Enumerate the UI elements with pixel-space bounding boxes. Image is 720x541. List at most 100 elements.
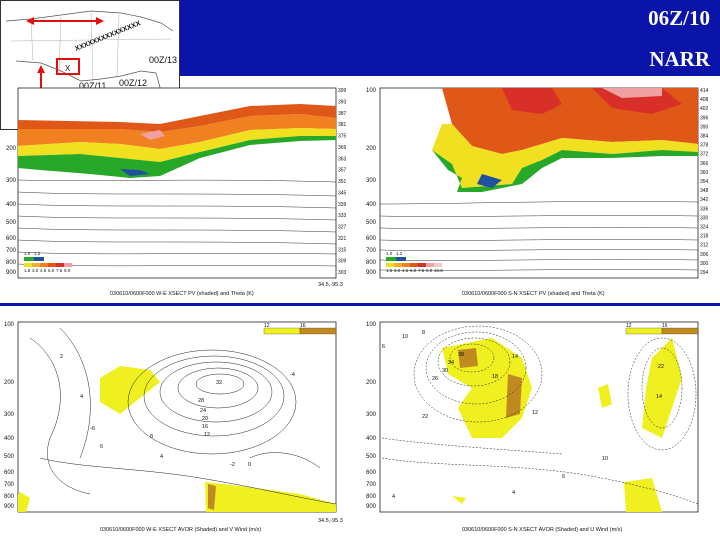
corner-label: 34.5,-95.3 xyxy=(318,282,343,288)
theta-label: 318 xyxy=(700,234,709,240)
svg-text:0: 0 xyxy=(248,462,251,468)
svg-text:100: 100 xyxy=(366,88,377,94)
theta-label: 321 xyxy=(338,236,347,242)
theta-label: 381 xyxy=(338,122,347,128)
legend-swatch xyxy=(661,327,699,335)
svg-text:500: 500 xyxy=(366,220,377,226)
contour-labels: 32 28 24 20 16 12 8 4 0 -2 -4 -6 2 4 6 xyxy=(60,354,295,468)
avor-yellow-2 xyxy=(205,482,336,512)
theta-right-labels: 414 408 402 396 390 384 378 372 366 360 354 348 342 3… xyxy=(700,88,709,276)
xsect-box-label: X xyxy=(65,64,71,73)
legend-label: 1.2 xyxy=(396,251,403,256)
theta-label: 342 xyxy=(700,197,709,203)
svg-text:500: 500 xyxy=(6,220,17,226)
separator xyxy=(0,303,720,306)
svg-text:400: 400 xyxy=(366,202,377,208)
label-00z12: 00Z/12 xyxy=(119,78,147,88)
svg-text:300: 300 xyxy=(4,412,15,418)
svg-text:800: 800 xyxy=(4,494,15,500)
legend-label: 12 xyxy=(264,323,270,329)
legend-swatch xyxy=(34,257,44,261)
svg-text:600: 600 xyxy=(6,236,17,242)
legend-swatch xyxy=(386,257,396,261)
pv-legend: 1.0 1.2 1.5 3.0 4.5 6.0 7.5 9.0 xyxy=(24,251,72,273)
svg-text:400: 400 xyxy=(4,436,15,442)
svg-text:22: 22 xyxy=(658,364,664,370)
pv-blue-patch xyxy=(120,169,150,176)
legend-label: 3.0 xyxy=(32,268,39,273)
legend-swatch xyxy=(394,263,402,267)
theta-label: 303 xyxy=(338,270,347,276)
panel-top-right-svg: 100 200 300 400 500 600 700 800 900 4144… xyxy=(366,87,709,297)
legend-label: 9.0 xyxy=(64,268,71,273)
legend-label: 12 xyxy=(626,323,632,329)
legend-swatch xyxy=(386,263,394,267)
panel-top-right: 100 200 300 400 500 600 700 800 900 414 4… xyxy=(362,84,720,300)
legend-swatch xyxy=(24,257,34,261)
theta-label: 327 xyxy=(338,225,347,231)
chart-caption: 030610/0600F000 W-E XSECT PV (shaded) an… xyxy=(110,291,254,297)
theta-label: 384 xyxy=(700,134,709,140)
svg-text:200: 200 xyxy=(6,146,17,152)
theta-right-labels: 399 393 387 381 375 369 363 357 351 345 339 333 327 3… xyxy=(338,88,347,276)
svg-text:10: 10 xyxy=(602,456,608,462)
theta-label: 348 xyxy=(700,188,709,194)
legend-label: 6.0 xyxy=(410,268,417,273)
avor-yellow-3 xyxy=(18,492,30,512)
theta-label: 387 xyxy=(338,111,347,117)
theta-label: 372 xyxy=(700,152,709,158)
svg-text:32: 32 xyxy=(216,380,222,386)
svg-text:700: 700 xyxy=(4,482,15,488)
avor-yellow-4 xyxy=(624,478,662,512)
avor-brown-1 xyxy=(458,348,478,368)
legend-swatch xyxy=(402,263,410,267)
panel-bottom-right-svg: 38 34 30 26 22 18 14 12 10 8 6 4 22 14 1… xyxy=(366,321,699,533)
pv-pink-patch xyxy=(140,130,165,140)
pv-green-region xyxy=(432,150,698,192)
legend-label: 1.0 xyxy=(24,251,31,256)
svg-text:600: 600 xyxy=(366,236,377,242)
avor-legend: 12 16 xyxy=(625,323,699,335)
legend-swatch xyxy=(396,257,406,261)
svg-text:30: 30 xyxy=(442,368,448,374)
legend-swatch xyxy=(32,263,40,267)
svg-text:800: 800 xyxy=(366,494,377,500)
svg-text:8: 8 xyxy=(150,434,153,440)
legend-label: 1.2 xyxy=(34,251,41,256)
legend-swatch xyxy=(426,263,434,267)
pv-red-band xyxy=(18,104,336,132)
legend-swatch xyxy=(24,263,32,267)
theta-label: 336 xyxy=(700,206,709,212)
svg-text:6: 6 xyxy=(562,474,565,480)
theta-label: 396 xyxy=(700,115,709,121)
legend-swatch xyxy=(40,263,48,267)
legend-label: 7.5 xyxy=(418,268,425,273)
legend-label: 4.5 xyxy=(40,268,47,273)
xsect-box xyxy=(56,58,80,75)
svg-text:900: 900 xyxy=(6,270,17,276)
svg-text:34: 34 xyxy=(448,360,454,366)
svg-text:26: 26 xyxy=(432,376,438,382)
state-lines xyxy=(10,12,172,94)
panel-bottom-left: 32 28 24 20 16 12 8 4 0 -2 -4 -6 2 4 6 1… xyxy=(0,318,355,536)
legend-swatch xyxy=(299,327,337,335)
u-wind-contours xyxy=(381,325,699,505)
pv-green-band xyxy=(18,136,336,178)
y-axis-ticks: 200 300 400 500 600 700 800 900 xyxy=(6,146,17,276)
title: 06Z/10 xyxy=(648,6,710,30)
svg-text:22: 22 xyxy=(422,414,428,420)
theta-label: 300 xyxy=(700,261,709,267)
theta-label: 351 xyxy=(338,179,347,185)
svg-text:28: 28 xyxy=(198,398,204,404)
svg-text:4: 4 xyxy=(512,490,515,496)
legend-label: 16 xyxy=(662,323,668,329)
theta-label: 294 xyxy=(700,270,709,276)
pv-legend: 1.0 1.2 1.5 3.0 4.5 6.0 7.5 9.0 10.6 xyxy=(386,251,443,273)
pv-yellow-region xyxy=(432,124,698,188)
legend-swatch xyxy=(418,263,426,267)
panel-bottom-right: 38 34 30 26 22 18 14 12 10 8 6 4 22 14 1… xyxy=(362,318,720,536)
avor-brown-2 xyxy=(506,374,522,418)
legend-swatch xyxy=(410,263,418,267)
svg-text:300: 300 xyxy=(366,412,377,418)
theta-label: 324 xyxy=(700,225,709,231)
